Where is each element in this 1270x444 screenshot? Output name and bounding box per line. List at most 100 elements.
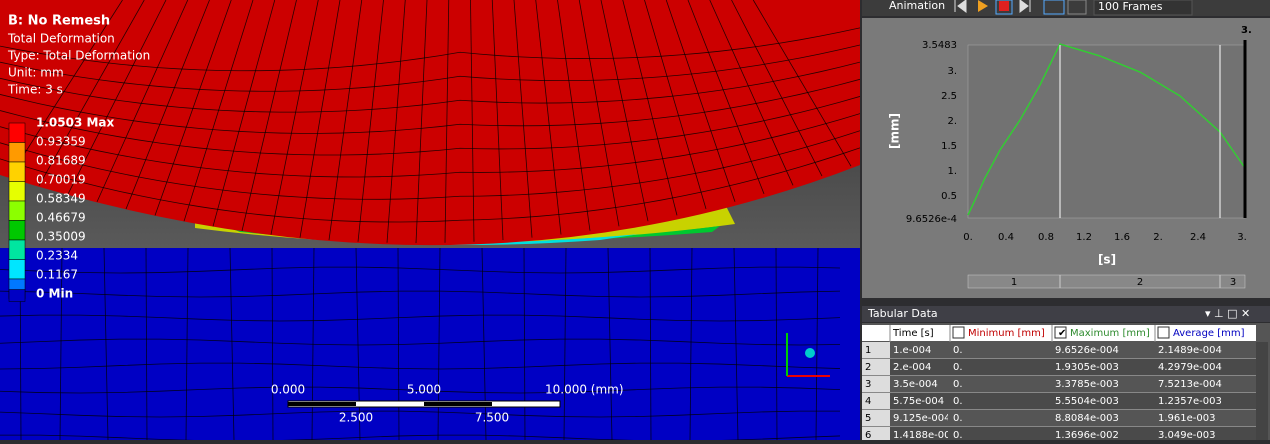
y-tick-label: 2.	[947, 116, 957, 127]
legend-swatch	[8, 200, 26, 221]
row-number: 3	[865, 379, 871, 390]
legend-label: 0.58349	[36, 192, 86, 206]
panel-buttons[interactable]: ▾ ⊥ □ ✕	[1205, 307, 1250, 320]
mesh-line	[357, 0, 384, 242]
row-number: 6	[865, 430, 871, 440]
mesh-line	[644, 0, 707, 210]
table-cell: 0.	[953, 379, 963, 390]
result-info: Total Deformation	[7, 32, 115, 46]
table-row	[862, 393, 1256, 409]
table-cell: 3.049e-003	[1158, 430, 1215, 440]
row-header	[862, 342, 890, 358]
legend-swatch	[8, 289, 26, 302]
triad	[786, 333, 830, 377]
legend-swatch	[8, 239, 26, 260]
mesh-col	[59, 247, 63, 440]
result-info: Type: Total Deformation	[7, 49, 150, 63]
stop-button[interactable]	[999, 1, 1009, 11]
mesh-line	[622, 0, 678, 216]
frames-mode[interactable]	[1043, 0, 1065, 15]
mesh-line	[491, 0, 504, 241]
x-tick-label: 0.	[963, 232, 973, 243]
mesh-col	[145, 247, 148, 440]
legend-label: 0.93359	[36, 135, 86, 149]
table-row	[862, 410, 1256, 426]
mesh-row	[0, 314, 841, 322]
mesh-col	[355, 247, 361, 440]
table-cell: 1.961e-003	[1158, 413, 1215, 424]
legend-label: 0.2334	[36, 249, 78, 263]
time-mode[interactable]	[1067, 0, 1087, 15]
mesh-arc	[0, 130, 860, 200]
next-button[interactable]	[1019, 0, 1031, 13]
row-header	[862, 393, 890, 409]
mesh-row	[0, 386, 841, 394]
mesh-col	[689, 247, 693, 440]
table-cell: 1.e-004	[893, 345, 931, 356]
mesh-col	[523, 247, 526, 440]
mesh-col	[775, 247, 778, 440]
frames-dropdown[interactable]	[1093, 0, 1193, 16]
column-checkbox[interactable]	[952, 326, 965, 339]
scale-label: 10.000 (mm)	[545, 383, 624, 397]
column-header: Average [mm]	[1173, 328, 1245, 339]
mesh-col	[311, 247, 315, 440]
tabular-title: Tabular Data	[867, 307, 938, 320]
play-button[interactable]	[978, 0, 988, 12]
scrollbar[interactable]	[1256, 342, 1268, 440]
mesh-line	[600, 0, 649, 222]
legend-swatch	[8, 220, 26, 241]
tabular-panel: Tabular Data ▾ ⊥ □ ✕ Time [s] Minimum [mm…	[862, 306, 1270, 444]
mesh-line	[557, 0, 591, 231]
legend-swatch	[8, 259, 26, 280]
table-cell: 1.4188e-003	[893, 430, 957, 440]
mesh-arc	[0, 113, 860, 178]
column-checkbox[interactable]	[1157, 326, 1170, 339]
table-cell: 0.	[953, 362, 963, 373]
row-header	[862, 376, 890, 392]
mesh-col	[563, 247, 567, 440]
mesh-arc	[0, 96, 860, 156]
table-row	[862, 427, 1256, 443]
table-row	[862, 342, 1256, 358]
mesh-arc	[0, 147, 860, 223]
column-header: Time [s]	[892, 328, 934, 339]
mesh-line	[328, 0, 363, 241]
scale-label: 0.000	[271, 383, 305, 397]
x-tick-label: 0.4	[998, 232, 1014, 243]
table-cell: 0.	[953, 396, 963, 407]
legend-label: 0.81689	[36, 154, 86, 168]
mesh-col	[437, 247, 441, 440]
legend-label: 0.1167	[36, 268, 78, 282]
mesh-col	[649, 247, 652, 440]
mesh-line	[9, 0, 123, 177]
column-header: Minimum [mm]	[968, 328, 1045, 339]
table-cell: 2.1489e-004	[1158, 345, 1222, 356]
row-header	[862, 410, 890, 426]
graph-ticks: 3.5483 3. 2.5 2. 1.5 1. 0.5 9.6526e-4 0. 0.4 0.8 1.…	[906, 40, 1247, 288]
step-strip	[967, 274, 1246, 289]
row-number: 1	[865, 345, 871, 356]
max-curve	[967, 43, 1246, 216]
row-number: 4	[865, 396, 871, 407]
table-cell: 2.e-004	[893, 362, 931, 373]
mesh-line	[299, 0, 341, 238]
table-cell: 9.125e-004	[893, 413, 950, 424]
mesh-line	[67, 0, 167, 195]
base-body	[0, 248, 860, 440]
stop-frame[interactable]	[995, 0, 1013, 15]
base-mesh	[0, 247, 841, 440]
table-cell: 3.5e-004	[893, 379, 938, 390]
y-tick-label: 3.5483	[922, 40, 957, 51]
prev-button[interactable]	[954, 0, 967, 13]
mesh-line	[125, 0, 210, 210]
mesh-line	[386, 0, 406, 243]
scale-bar-seg	[424, 402, 492, 406]
graph-panel: Animation 100 Frames 3. [mm] [s] 3.54833…	[862, 0, 1270, 298]
column-checkbox[interactable]	[1054, 326, 1067, 339]
tabular-titlebar	[862, 306, 1270, 322]
mesh-line	[183, 0, 254, 222]
y-tick-label: 1.5	[941, 141, 957, 152]
table-cell: 7.5213e-004	[1158, 379, 1222, 390]
viewport[interactable]: B: No Remesh 1.0503 Max 0.93359 0.81689 0.7…	[0, 0, 860, 440]
